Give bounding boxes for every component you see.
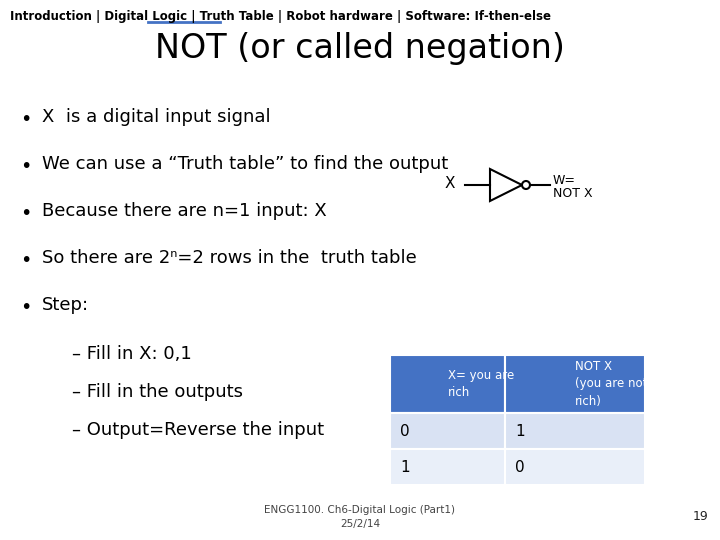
- Text: – Fill in X: 0,1: – Fill in X: 0,1: [72, 345, 192, 363]
- Text: Introduction | Digital Logic | Truth Table | Robot hardware | Software: If-then-: Introduction | Digital Logic | Truth Tab…: [10, 10, 551, 23]
- Text: NOT X
(you are not
rich): NOT X (you are not rich): [575, 361, 647, 408]
- Bar: [390, 413, 505, 449]
- Text: ENGG1100. Ch6-Digital Logic (Part1)
25/2/14: ENGG1100. Ch6-Digital Logic (Part1) 25/2…: [264, 505, 456, 529]
- Text: – Output=Reverse the input: – Output=Reverse the input: [72, 421, 324, 439]
- Text: 0: 0: [400, 423, 410, 438]
- Text: •: •: [20, 204, 32, 223]
- Text: •: •: [20, 110, 32, 129]
- Text: X: X: [445, 176, 456, 191]
- Bar: [390, 355, 505, 413]
- Text: X  is a digital input signal: X is a digital input signal: [42, 108, 271, 126]
- Text: •: •: [20, 251, 32, 270]
- Text: 1: 1: [400, 460, 410, 475]
- Text: •: •: [20, 157, 32, 176]
- Bar: [505, 355, 645, 413]
- Text: X= you are
rich: X= you are rich: [448, 369, 514, 399]
- Bar: [505, 449, 645, 485]
- Text: Because there are n=1 input: X: Because there are n=1 input: X: [42, 202, 327, 220]
- Bar: [505, 413, 645, 449]
- Text: Step:: Step:: [42, 296, 89, 314]
- Text: So there are 2ⁿ=2 rows in the  truth table: So there are 2ⁿ=2 rows in the truth tabl…: [42, 249, 417, 267]
- Text: NOT X: NOT X: [553, 187, 593, 200]
- Text: We can use a “Truth table” to find the output: We can use a “Truth table” to find the o…: [42, 155, 449, 173]
- Text: 0: 0: [515, 460, 525, 475]
- Text: 1: 1: [515, 423, 525, 438]
- Bar: [390, 449, 505, 485]
- Text: •: •: [20, 298, 32, 317]
- Text: W=: W=: [553, 174, 576, 187]
- Text: NOT (or called negation): NOT (or called negation): [155, 32, 565, 65]
- Text: – Fill in the outputs: – Fill in the outputs: [72, 383, 243, 401]
- Text: 19: 19: [692, 510, 708, 523]
